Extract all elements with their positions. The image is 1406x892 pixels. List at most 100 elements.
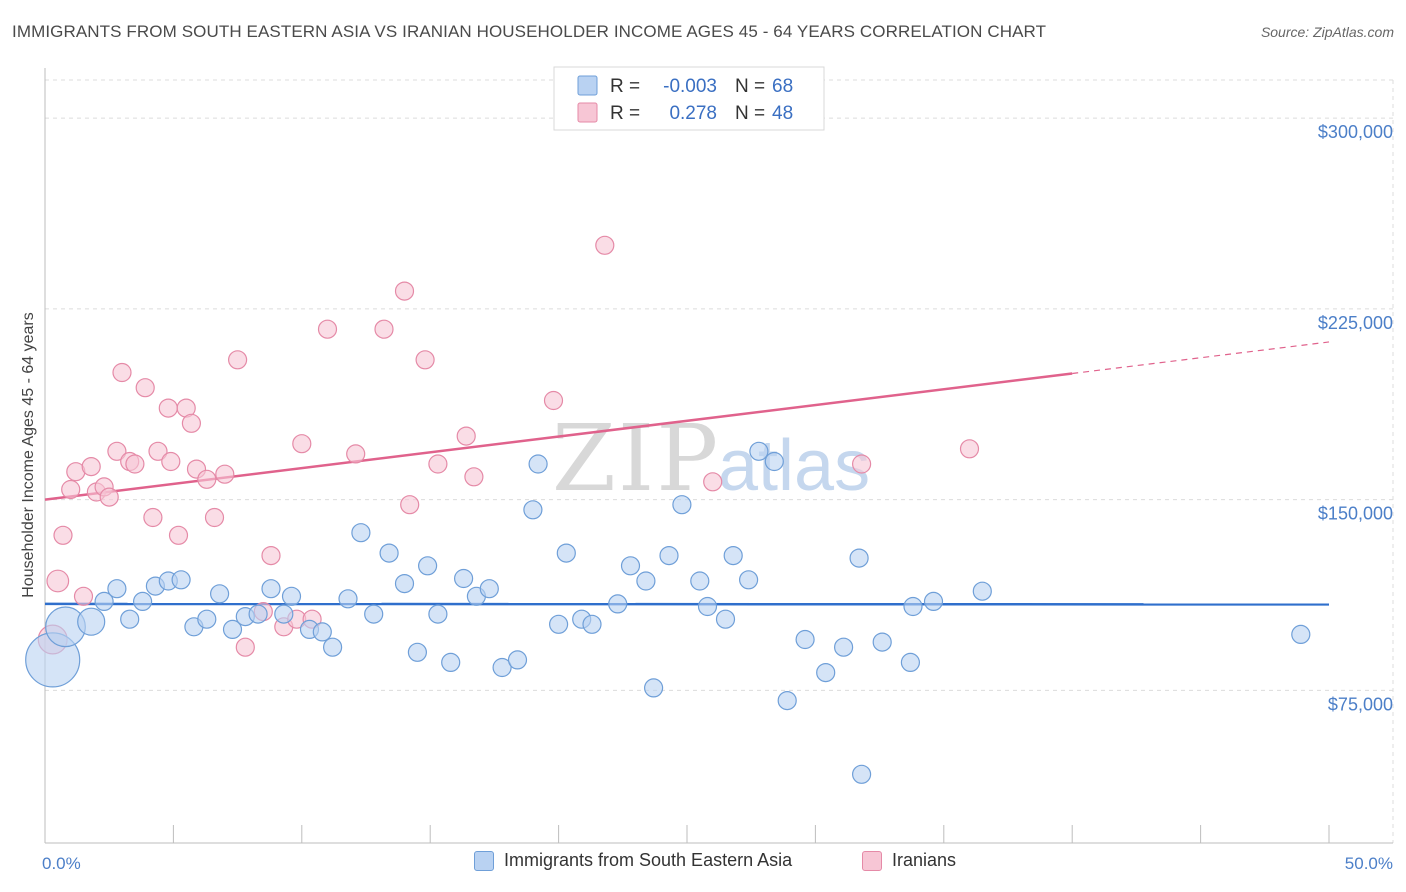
y-axis-title: Householder Income Ages 45 - 64 years	[20, 312, 37, 598]
point-immigrants-4	[107, 579, 127, 599]
point-iranians-14	[135, 378, 155, 398]
point-iranians-27	[235, 637, 255, 657]
point-iranians-35	[346, 444, 366, 464]
point-immigrants-43	[620, 556, 641, 576]
point-immigrants-15	[248, 604, 268, 624]
legend-item-immigrants: Immigrants from South Eastern Asia	[474, 850, 792, 871]
point-iranians-38	[400, 495, 420, 515]
point-iranians-32	[292, 434, 312, 454]
point-immigrants-3	[94, 591, 114, 612]
point-iranians-3	[61, 479, 81, 500]
point-immigrants-44	[636, 571, 656, 591]
point-immigrants-46	[659, 545, 679, 566]
point-immigrants-41	[582, 614, 602, 634]
point-iranians-19	[168, 525, 189, 545]
point-iranians-40	[428, 454, 448, 474]
point-iranians-24	[204, 507, 225, 528]
point-immigrants-66	[1291, 624, 1311, 645]
point-immigrants-58	[833, 637, 854, 657]
point-immigrants-20	[312, 622, 332, 642]
point-immigrants-55	[777, 690, 797, 711]
point-immigrants-35	[507, 650, 528, 670]
point-iranians-45	[703, 472, 723, 492]
point-immigrants-54	[764, 451, 784, 472]
watermark-atlas: atlas	[718, 426, 870, 506]
point-iranians-34	[317, 319, 338, 339]
point-immigrants-60	[851, 764, 872, 784]
point-immigrants-5	[120, 609, 140, 629]
y-tick-label-3: $300,000	[1318, 122, 1393, 142]
legend-label-iranians: Iranians	[892, 850, 957, 870]
watermark: ZIP atlas	[552, 405, 870, 512]
legend-swatch-iranians	[862, 850, 882, 871]
point-immigrants-29	[428, 604, 448, 624]
legend-r-value-0: -0.003	[663, 76, 717, 97]
point-immigrants-22	[338, 589, 358, 609]
legend-r-label-0: R =	[610, 76, 640, 97]
trend-line-immigrants	[44, 602, 1330, 606]
point-immigrants-34	[492, 657, 512, 678]
point-immigrants-16	[261, 579, 281, 599]
point-iranians-16	[148, 441, 168, 461]
stats-legend-box	[553, 66, 825, 131]
stats-legend: R = -0.003 N = 68 R = 0.278 N = 48	[553, 66, 825, 131]
x-tick-label-0: 0.0%	[42, 854, 81, 873]
x-tick-labels: 0.0% 50.0%	[42, 854, 1393, 873]
point-iranians-43	[543, 390, 564, 411]
point-immigrants-59	[849, 548, 869, 568]
legend-n-label-1: N =	[735, 103, 765, 124]
point-iranians-44	[595, 235, 615, 255]
point-immigrants-21	[323, 637, 343, 657]
y-tick-label-1: $150,000	[1318, 504, 1393, 524]
point-immigrants-47	[672, 495, 692, 515]
point-immigrants-18	[281, 586, 302, 606]
point-immigrants-62	[900, 652, 921, 673]
point-immigrants-64	[923, 591, 944, 612]
legend-item-iranians: Iranians	[862, 850, 956, 871]
point-iranians-1	[46, 569, 70, 593]
point-iranians-17	[158, 398, 178, 418]
point-iranians-21	[181, 413, 201, 433]
legend-swatch-immigrants	[474, 850, 494, 871]
point-immigrants-48	[690, 571, 710, 591]
chart-title: IMMIGRANTS FROM SOUTH EASTERN ASIA VS IR…	[12, 22, 1047, 41]
point-immigrants-36	[523, 500, 543, 520]
legend-label-immigrants: Immigrants from South Eastern Asia	[504, 850, 793, 870]
series-legend: Immigrants from South Eastern Asia Irani…	[0, 850, 1406, 880]
point-immigrants-39	[556, 543, 576, 563]
gridlines	[45, 79, 1394, 843]
legend-swatch-pink	[577, 102, 598, 123]
point-immigrants-11	[197, 609, 217, 629]
point-iranians-10	[107, 441, 127, 461]
point-iranians-2	[53, 525, 73, 545]
legend-n-label-0: N =	[735, 76, 765, 97]
point-immigrants-57	[816, 662, 836, 683]
point-immigrants-49	[697, 596, 718, 617]
point-immigrants-63	[903, 596, 923, 617]
point-iranians-29	[261, 545, 281, 566]
point-iranians-6	[81, 457, 101, 477]
data-points	[25, 235, 1311, 784]
legend-r-label-1: R =	[610, 103, 640, 124]
point-iranians-39	[415, 350, 435, 370]
legend-n-value-0: 68	[772, 76, 793, 97]
point-immigrants-28	[418, 556, 438, 576]
point-iranians-42	[464, 467, 484, 487]
point-immigrants-51	[723, 545, 743, 566]
axes	[44, 68, 1393, 844]
trend-line-iranians-extension	[1072, 341, 1330, 375]
point-immigrants-61	[872, 632, 892, 652]
point-iranians-41	[456, 426, 476, 446]
point-immigrants-52	[738, 570, 759, 590]
legend-n-value-1: 48	[772, 103, 793, 124]
point-iranians-5	[73, 586, 94, 606]
y-tick-label-0: $75,000	[1328, 694, 1393, 714]
point-iranians-37	[394, 281, 415, 301]
point-iranians-46	[851, 454, 872, 474]
point-immigrants-9	[171, 570, 191, 590]
point-iranians-11	[112, 362, 132, 383]
point-immigrants-25	[379, 543, 399, 563]
point-immigrants-53	[749, 441, 769, 461]
point-iranians-26	[228, 350, 248, 370]
